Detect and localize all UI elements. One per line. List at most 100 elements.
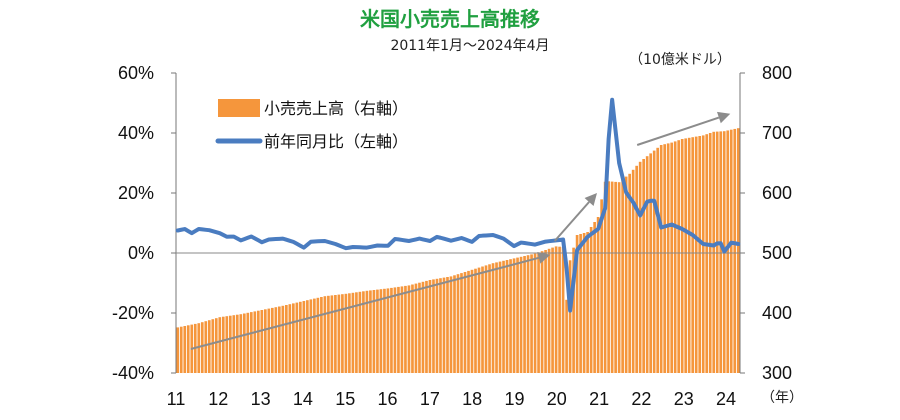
right-tick-label: 700 — [762, 123, 792, 143]
bar — [659, 145, 663, 373]
bar — [306, 300, 309, 373]
bar — [355, 292, 358, 373]
bar — [684, 138, 688, 373]
bar — [320, 297, 323, 373]
bar — [267, 308, 271, 373]
bar — [260, 310, 264, 373]
bar — [414, 283, 418, 373]
bar — [652, 150, 656, 373]
bar — [299, 301, 302, 373]
left-tick-label: -20% — [112, 303, 154, 323]
bar — [253, 311, 257, 373]
bar — [337, 294, 341, 373]
bar — [334, 295, 337, 373]
bar — [218, 317, 222, 373]
bar — [214, 318, 218, 373]
bar — [432, 279, 435, 373]
x-axis-unit: （年） — [761, 390, 803, 406]
bar — [670, 142, 674, 373]
chart-title: 米国小売売上高推移 — [360, 7, 540, 31]
bar — [484, 265, 488, 373]
bar — [288, 304, 292, 373]
bar — [285, 305, 288, 373]
bar — [589, 227, 593, 373]
bar — [221, 316, 225, 373]
bar — [362, 291, 365, 373]
bar — [610, 181, 614, 373]
bar — [603, 181, 607, 373]
bar — [393, 287, 397, 373]
bar — [481, 266, 484, 373]
bar — [453, 275, 456, 373]
bar — [460, 273, 463, 373]
bar — [179, 326, 183, 373]
bar — [698, 136, 702, 373]
bar — [228, 315, 232, 373]
x-tick-label: 22 — [631, 389, 651, 409]
bar — [439, 278, 442, 373]
x-tick-label: 13 — [251, 389, 271, 409]
trend-arrow-shaft — [190, 256, 540, 350]
legend-bar-label: 小売売上高（右軸） — [264, 99, 408, 118]
bar — [617, 182, 621, 373]
bar — [463, 272, 467, 373]
bar — [309, 299, 313, 373]
bar — [621, 179, 624, 373]
bar — [677, 140, 681, 373]
x-tick-label: 17 — [420, 389, 440, 409]
bar — [540, 251, 544, 373]
x-tick-label: 19 — [504, 389, 524, 409]
bar — [323, 296, 327, 373]
bar — [502, 260, 505, 373]
bar — [225, 316, 229, 373]
bar — [400, 286, 404, 373]
bar — [404, 285, 407, 373]
legend-line-label: 前年同月比（左軸） — [264, 132, 408, 151]
bar — [211, 319, 215, 373]
bar — [235, 314, 239, 373]
bar — [649, 153, 652, 373]
bar — [207, 320, 211, 373]
yoy-line — [175, 97, 741, 313]
bar — [281, 305, 285, 373]
bar — [302, 301, 306, 373]
bar — [456, 274, 460, 373]
bar — [554, 246, 558, 373]
left-tick-label: 40% — [118, 123, 154, 143]
bar — [249, 312, 253, 373]
bar — [624, 176, 628, 373]
bar — [386, 288, 390, 373]
x-tick-label: 16 — [378, 389, 398, 409]
bar — [631, 169, 635, 373]
bar — [477, 267, 481, 373]
bar — [687, 137, 691, 373]
bar — [533, 253, 537, 373]
bar — [596, 217, 600, 373]
bar — [568, 260, 572, 373]
bar — [565, 299, 568, 373]
bar — [537, 252, 540, 373]
bar — [593, 222, 596, 373]
bar — [379, 289, 383, 373]
bar — [239, 314, 243, 373]
bar — [509, 259, 512, 373]
bar — [505, 260, 509, 373]
bar — [390, 287, 393, 373]
bar — [645, 156, 649, 373]
trend-arrow-shaft — [636, 116, 720, 146]
right-tick-label: 300 — [762, 363, 792, 383]
bar — [295, 302, 299, 373]
bar — [421, 281, 425, 373]
bar — [715, 131, 719, 373]
bar — [278, 306, 281, 373]
bar — [729, 129, 733, 373]
x-tick-label: 18 — [462, 389, 482, 409]
bar — [256, 310, 260, 373]
bar — [614, 181, 617, 373]
line-series — [175, 97, 741, 313]
bar — [635, 165, 638, 373]
trend-arrows — [190, 111, 731, 350]
bar — [694, 136, 698, 373]
bar — [176, 327, 180, 373]
legend: 小売売上高（右軸） 前年同月比（左軸） — [215, 99, 408, 151]
